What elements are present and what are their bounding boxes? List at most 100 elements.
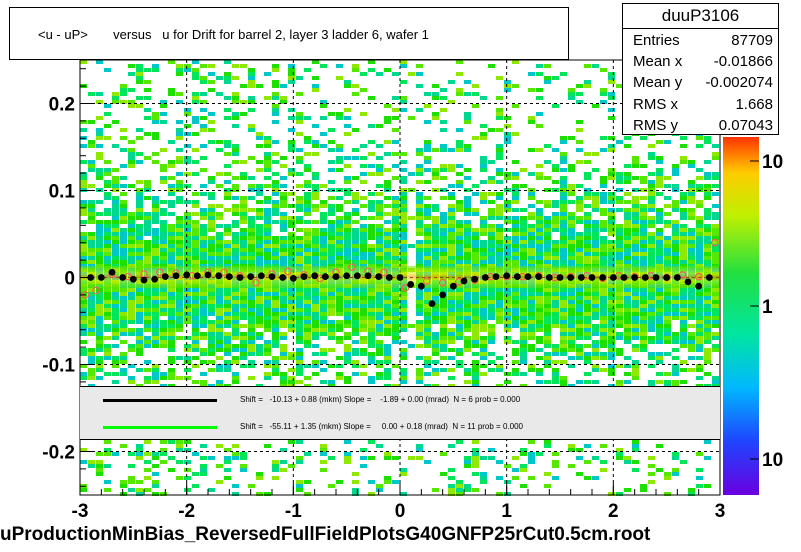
heatmap-cell — [112, 296, 119, 300]
heatmap-cell — [624, 356, 631, 360]
heatmap-cell — [80, 320, 87, 324]
heatmap-cell — [592, 476, 599, 480]
heatmap-cell — [424, 320, 431, 324]
heatmap-cell — [376, 372, 383, 376]
heatmap-cell — [192, 60, 199, 64]
heatmap-cell — [640, 300, 647, 304]
heatmap-cell — [272, 140, 279, 144]
heatmap-cell — [536, 232, 543, 236]
heatmap-cell — [432, 256, 439, 260]
heatmap-cell — [464, 328, 471, 332]
heatmap-cell — [384, 292, 391, 296]
heatmap-cell — [192, 100, 199, 104]
heatmap-cell — [352, 316, 359, 320]
heatmap-cell — [456, 140, 463, 144]
heatmap-cell — [88, 204, 95, 208]
heatmap-cell — [240, 464, 247, 468]
heatmap-cell — [448, 304, 455, 308]
heatmap-cell — [112, 300, 119, 304]
heatmap-cell — [352, 84, 359, 88]
heatmap-cell — [656, 372, 663, 376]
heatmap-cell — [544, 292, 551, 296]
heatmap-cell — [656, 260, 663, 264]
heatmap-cell — [672, 300, 679, 304]
heatmap-cell — [232, 256, 239, 260]
heatmap-cell — [424, 332, 431, 336]
heatmap-cell — [544, 444, 551, 448]
heatmap-cell — [192, 120, 199, 124]
heatmap-cell — [440, 308, 447, 312]
heatmap-cell — [80, 184, 87, 188]
heatmap-cell — [144, 380, 151, 384]
heatmap-cell — [592, 308, 599, 312]
heatmap-cell — [640, 208, 647, 212]
heatmap-cell — [464, 236, 471, 240]
heatmap-cell — [696, 248, 703, 252]
heatmap-cell — [192, 348, 199, 352]
heatmap-cell — [128, 228, 135, 232]
heatmap-cell — [248, 320, 255, 324]
heatmap-cell — [136, 72, 143, 76]
heatmap-cell — [400, 472, 407, 476]
heatmap-cell — [472, 236, 479, 240]
heatmap-cell — [552, 168, 559, 172]
heatmap-cell — [200, 212, 207, 216]
heatmap-cell — [344, 452, 351, 456]
heatmap-cell — [288, 440, 295, 444]
heatmap-cell — [112, 220, 119, 224]
heatmap-cell — [240, 244, 247, 248]
heatmap-cell — [360, 456, 367, 460]
heatmap-cell — [568, 292, 575, 296]
heatmap-cell — [712, 304, 719, 308]
heatmap-cell — [312, 260, 319, 264]
heatmap-cell — [160, 372, 167, 376]
heatmap-cell — [200, 128, 207, 132]
heatmap-cell — [328, 296, 335, 300]
heatmap-cell — [456, 144, 463, 148]
heatmap-cell — [528, 328, 535, 332]
heatmap-cell — [120, 240, 127, 244]
heatmap-cell — [168, 440, 175, 444]
heatmap-cell — [520, 228, 527, 232]
heatmap-cell — [352, 480, 359, 484]
heatmap-cell — [136, 192, 143, 196]
heatmap-cell — [96, 212, 103, 216]
heatmap-cell — [424, 208, 431, 212]
heatmap-cell — [632, 236, 639, 240]
heatmap-cell — [480, 288, 487, 292]
heatmap-cell — [232, 456, 239, 460]
heatmap-cell — [456, 324, 463, 328]
heatmap-cell — [640, 316, 647, 320]
heatmap-cell — [712, 260, 719, 264]
heatmap-cell — [504, 260, 511, 264]
heatmap-cell — [288, 220, 295, 224]
heatmap-cell — [536, 96, 543, 100]
heatmap-cell — [240, 292, 247, 296]
heatmap-cell — [592, 292, 599, 296]
heatmap-cell — [96, 320, 103, 324]
heatmap-cell — [544, 288, 551, 292]
heatmap-cell — [520, 324, 527, 328]
heatmap-cell — [264, 168, 271, 172]
heatmap-cell — [400, 340, 407, 344]
heatmap-cell — [640, 348, 647, 352]
heatmap-cell — [568, 260, 575, 264]
heatmap-cell — [104, 236, 111, 240]
heatmap-cell — [456, 200, 463, 204]
heatmap-cell — [200, 312, 207, 316]
x-tick-label: -1 — [285, 501, 302, 522]
heatmap-cell — [240, 456, 247, 460]
heatmap-cell — [600, 92, 607, 96]
heatmap-cell — [80, 348, 87, 352]
heatmap-cell — [680, 292, 687, 296]
heatmap-cell — [368, 492, 375, 496]
heatmap-cell — [184, 308, 191, 312]
heatmap-cell — [200, 472, 207, 476]
heatmap-cell — [96, 468, 103, 472]
profile-point-black — [97, 274, 105, 281]
heatmap-cell — [472, 360, 479, 364]
heatmap-cell — [336, 364, 343, 368]
heatmap-cell — [224, 336, 231, 340]
heatmap-cell — [224, 140, 231, 144]
heatmap-cell — [448, 228, 455, 232]
